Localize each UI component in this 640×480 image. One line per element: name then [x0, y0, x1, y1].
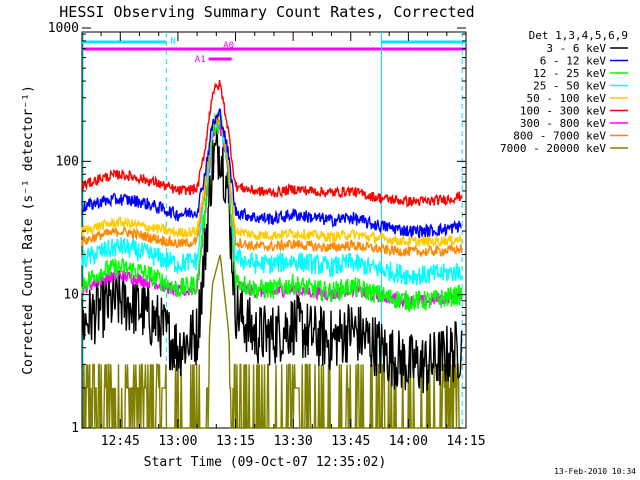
series-line-8 — [81, 115, 463, 258]
y-tick-label: 10 — [63, 288, 79, 303]
series-line-4 — [81, 111, 463, 286]
series-line-9 — [82, 254, 462, 429]
x-tick-label: 13:45 — [331, 434, 370, 449]
footer-timestamp: 13-Feb-2010 10:34 — [554, 467, 636, 476]
legend-label: 50 - 100 keV — [527, 92, 607, 105]
y-axis-label: Corrected Count Rate (s⁻¹ detector⁻¹) — [21, 85, 36, 375]
marker-label: N — [170, 37, 175, 47]
legend-label: 6 - 12 keV — [540, 55, 607, 68]
series-lines — [81, 79, 463, 429]
legend-label: 300 - 800 keV — [520, 117, 606, 130]
series-line-6 — [81, 79, 463, 209]
legend-title: Det 1,3,4,5,6,9 — [529, 29, 628, 42]
x-tick-label: 12:45 — [101, 434, 140, 449]
series-line-3 — [81, 115, 463, 314]
y-axis: 1 10 100 1000 — [48, 21, 466, 436]
x-tick-label: 13:15 — [216, 434, 255, 449]
observing-markers: N A0 A1 — [82, 37, 466, 65]
x-tick-label: 13:30 — [274, 434, 313, 449]
legend-label: 800 - 7000 keV — [513, 130, 606, 143]
series-line-2 — [81, 108, 462, 239]
legend-label: 3 - 6 keV — [546, 42, 606, 55]
y-tick-label: 1000 — [48, 21, 79, 36]
series-line-5 — [81, 113, 463, 248]
y-tick-label: 100 — [56, 154, 79, 169]
marker-label: A0 — [223, 41, 234, 51]
x-tick-label: 14:00 — [389, 434, 428, 449]
legend-label: 7000 - 20000 keV — [500, 142, 606, 155]
y-tick-label: 1 — [71, 421, 79, 436]
x-axis: 12:45 13:00 13:15 13:30 13:45 14:00 14:15 — [100, 32, 486, 449]
x-axis-label: Start Time (09-Oct-07 12:35:02) — [144, 455, 387, 470]
series-line-1 — [81, 127, 463, 394]
legend-label: 100 - 300 keV — [520, 105, 606, 118]
chart-title: HESSI Observing Summary Count Rates, Cor… — [59, 3, 474, 21]
marker-label: A1 — [195, 55, 206, 65]
x-tick-label: 14:15 — [446, 434, 485, 449]
legend-label: 25 - 50 keV — [533, 80, 606, 93]
legend-label: 12 - 25 keV — [533, 67, 606, 80]
x-tick-label: 13:00 — [158, 434, 197, 449]
